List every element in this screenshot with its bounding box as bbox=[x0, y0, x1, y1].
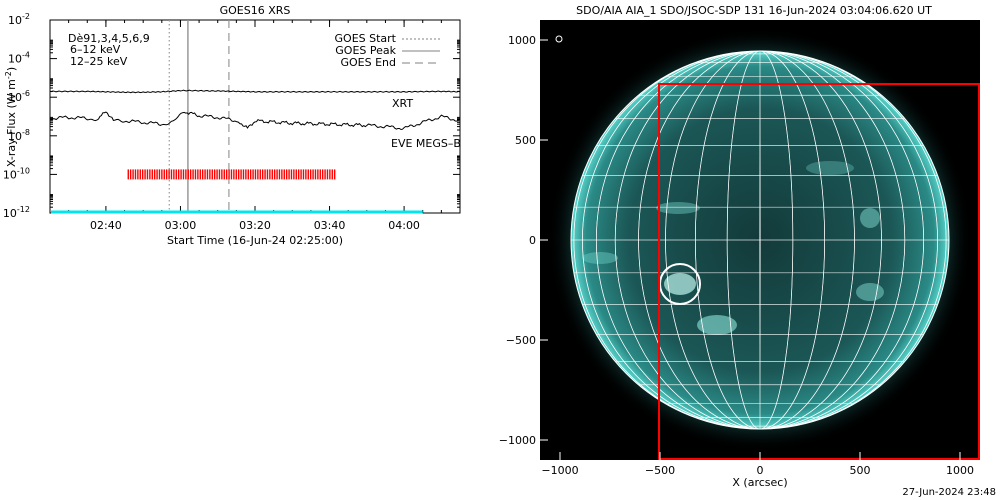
goes-x-label: Start Time (16-Jun-24 02:25:00) bbox=[167, 234, 343, 247]
x-tick-label: 03:00 bbox=[165, 219, 197, 232]
y-tick-label: 10-10 bbox=[3, 166, 30, 181]
y-tick-label: 10-8 bbox=[8, 128, 30, 143]
aia-x-label: X (arcsec) bbox=[732, 476, 787, 489]
goes-legend: GOES Start GOES Peak GOES End bbox=[335, 32, 440, 69]
goes-y-axis: 10-2 10-4 10-6 10-8 10-10 10-12 bbox=[3, 12, 460, 220]
legend-circle-icon bbox=[555, 35, 563, 43]
goes-series-1 bbox=[49, 89, 461, 94]
goes-event-lines bbox=[168, 20, 230, 213]
channel-label-3: 12–25 keV bbox=[70, 55, 128, 68]
y-tick-label: 10-4 bbox=[8, 51, 30, 66]
heliographic-grid bbox=[571, 51, 949, 429]
active-region bbox=[664, 273, 696, 295]
xrt-fov-box bbox=[658, 83, 980, 460]
legend-goes-peak: GOES Peak bbox=[335, 44, 396, 57]
xrt-coverage-bar bbox=[127, 169, 336, 180]
aia-image-title: SDO/AIA AIA_1 SDO/JSOC-SDP 131 16-Jun-20… bbox=[576, 4, 932, 17]
aia-x-tick-label: −1000 bbox=[541, 464, 578, 477]
xrt-fov-label: XRT FOV bbox=[552, 422, 599, 435]
active-region bbox=[860, 208, 880, 228]
timestamp: 27-Jun-2024 23:48 bbox=[902, 487, 996, 498]
goes-series bbox=[49, 89, 461, 131]
channel-label-1: Dè91,3,4,5,6,9 bbox=[68, 32, 150, 45]
aia-x-tick-label: −500 bbox=[645, 464, 675, 477]
goes-plot: 10-2 10-4 10-6 10-8 10-10 10-12 02:40 03:00 03:… bbox=[3, 12, 461, 232]
y-tick-label: 10-2 bbox=[8, 12, 30, 27]
y-tick-label: 10-6 bbox=[8, 89, 30, 104]
y-tick-label: 10-12 bbox=[3, 205, 30, 220]
x-tick-label: 02:40 bbox=[90, 219, 122, 232]
aia-x-tick-label: 0 bbox=[757, 464, 764, 477]
legend-goes-end: GOES End bbox=[340, 56, 396, 69]
aia-x-tick-label: 500 bbox=[850, 464, 871, 477]
channel-label-2: 6–12 keV bbox=[70, 43, 121, 56]
aia-y-tick-label: −1000 bbox=[499, 434, 536, 447]
active-region bbox=[697, 315, 737, 335]
xrt-label: XRT bbox=[392, 97, 413, 110]
goes-series-2 bbox=[49, 111, 461, 131]
aia-image-content bbox=[548, 28, 980, 460]
aia-axes: −1000 −500 0 500 1000 1000 500 0 −500 −1000 bbox=[499, 34, 974, 477]
aia-y-tick-label: −500 bbox=[506, 334, 536, 347]
active-region bbox=[856, 283, 884, 301]
eve-label: EVE MEGS–B bbox=[391, 137, 461, 150]
solar-limb bbox=[570, 50, 950, 430]
active-region bbox=[806, 161, 854, 175]
x-tick-label: 04:00 bbox=[388, 219, 420, 232]
aia-y-tick-label: 1000 bbox=[508, 34, 536, 47]
goes-y-label: X-ray Flux (W m-2) bbox=[4, 67, 18, 167]
legend-goes-start: GOES Start bbox=[335, 32, 397, 45]
x-tick-label: 03:40 bbox=[314, 219, 346, 232]
active-region bbox=[582, 252, 618, 264]
aia-y-tick-label: 0 bbox=[529, 234, 536, 247]
aia-flare-legend: AIA flare location bbox=[567, 33, 661, 46]
aia-y-tick-label: 500 bbox=[515, 134, 536, 147]
aia-x-tick-label: 1000 bbox=[946, 464, 974, 477]
active-region bbox=[656, 202, 700, 214]
aia-image: −1000 −500 0 500 1000 1000 500 0 −500 −1000 bbox=[499, 20, 980, 477]
x-tick-label: 03:20 bbox=[239, 219, 271, 232]
goes-plot-title: GOES16 XRS bbox=[220, 4, 291, 17]
